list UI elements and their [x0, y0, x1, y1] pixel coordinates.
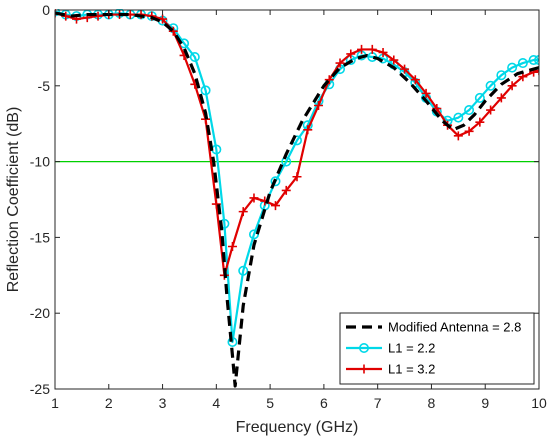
x-tick-label: 10 — [531, 395, 547, 411]
data-point — [158, 14, 168, 24]
x-tick-label: 7 — [374, 395, 382, 411]
data-point — [453, 112, 464, 123]
data-point — [517, 58, 528, 69]
data-point — [421, 88, 431, 98]
y-tick-label: 0 — [42, 2, 50, 18]
data-point — [303, 125, 313, 135]
data-point — [324, 75, 334, 85]
data-point — [359, 364, 369, 374]
data-point — [400, 64, 410, 74]
x-tick-label: 4 — [212, 395, 220, 411]
y-tick-label: -15 — [30, 229, 50, 245]
data-point — [211, 199, 221, 209]
data-point — [346, 49, 356, 59]
data-point — [281, 185, 291, 195]
data-point — [227, 241, 237, 251]
x-tick-label: 8 — [428, 395, 436, 411]
legend-item: L1 = 3.2 — [346, 362, 435, 377]
legend-label: L1 = 2.2 — [388, 341, 435, 356]
data-point — [270, 201, 280, 211]
data-point — [238, 265, 249, 276]
plot-group: 1 2 3 4 5 6 7 8 9 10 0 -5 -10 -15 -20 -25 — [30, 2, 547, 411]
data-point — [474, 92, 485, 103]
y-tick-label: -25 — [30, 381, 50, 397]
data-point — [464, 105, 475, 116]
legend-label: Modified Antenna = 2.8 — [388, 320, 521, 335]
x-tick-label: 1 — [51, 395, 59, 411]
ticks-layer: 1 2 3 4 5 6 7 8 9 10 0 -5 -10 -15 -20 -25 — [30, 2, 547, 411]
data-point — [249, 193, 259, 203]
series-layer — [55, 9, 539, 388]
legend-label: L1 = 3.2 — [388, 362, 435, 377]
data-point — [367, 44, 377, 54]
legend-item: Modified Antenna = 2.8 — [346, 320, 521, 335]
data-point — [292, 172, 302, 182]
data-point — [270, 176, 281, 187]
data-point — [238, 207, 248, 217]
data-point — [378, 47, 388, 57]
x-tick-label: 3 — [159, 395, 167, 411]
data-point — [485, 80, 496, 91]
data-point — [358, 342, 369, 353]
x-tick-label: 5 — [266, 395, 274, 411]
x-tick-label: 6 — [320, 395, 328, 411]
data-point — [189, 51, 200, 62]
legend-item: L1 = 2.2 — [346, 341, 435, 356]
data-point — [464, 126, 474, 136]
y-tick-label: -10 — [30, 154, 50, 170]
y-tick-label: -5 — [38, 78, 51, 94]
x-tick-label: 2 — [105, 395, 113, 411]
y-tick-label: -20 — [30, 305, 50, 321]
legend: Modified Antenna = 2.8 L1 = 2.2 L1 = 3.2 — [339, 312, 535, 385]
data-point — [534, 66, 539, 76]
plot-frame — [54, 9, 540, 390]
data-point — [357, 44, 367, 54]
data-point — [486, 105, 496, 115]
data-point — [507, 62, 518, 73]
x-axis-label: Frequency (GHz) — [236, 419, 359, 436]
data-point — [475, 117, 485, 127]
data-point — [335, 58, 345, 68]
data-point — [227, 337, 238, 348]
data-point — [496, 70, 507, 81]
data-point — [168, 26, 178, 36]
data-point — [528, 55, 539, 66]
x-tick-label: 9 — [481, 395, 489, 411]
data-point — [314, 101, 324, 111]
data-point — [55, 9, 60, 17]
y-axis-label: Reflection Coefficient (dB) — [5, 107, 22, 293]
data-point — [496, 93, 506, 103]
data-point — [507, 81, 517, 91]
data-point — [453, 131, 463, 141]
data-point — [389, 55, 399, 65]
data-point — [410, 75, 420, 85]
data-point — [200, 85, 211, 96]
